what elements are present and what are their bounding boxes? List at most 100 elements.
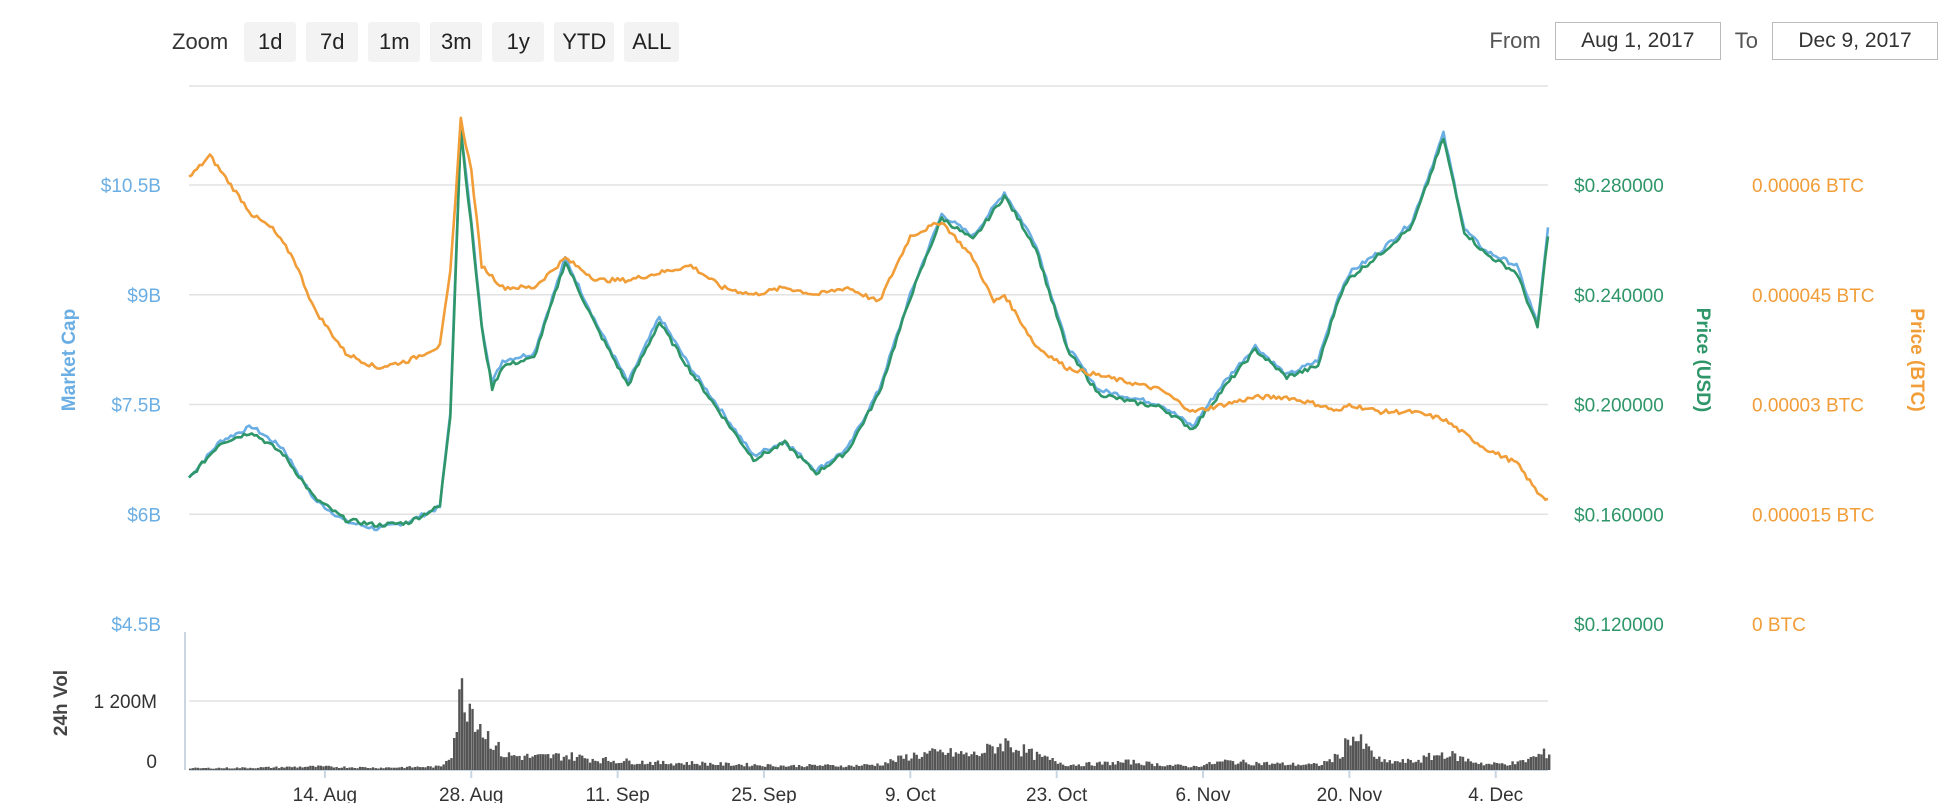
market-cap-tick-label: $7.5B (111, 396, 161, 417)
volume-bar (531, 756, 534, 770)
volume-bar (1396, 761, 1399, 770)
volume-bar (1122, 762, 1125, 770)
volume-bar (745, 762, 749, 770)
zoom-7d-button[interactable]: 7d (306, 22, 359, 62)
volume-bar (568, 759, 571, 770)
volume-bar (894, 762, 897, 770)
from-date-input[interactable] (1554, 22, 1721, 60)
volume-bar (1213, 763, 1216, 770)
volume-bar (1367, 746, 1371, 770)
volume-bar (1487, 763, 1491, 770)
volume-bar (1393, 761, 1397, 770)
volume-bar (1519, 760, 1522, 770)
volume-bar (1534, 756, 1538, 770)
volume-bar (408, 766, 411, 770)
volume-bar (777, 767, 780, 770)
volume-bar (1271, 763, 1274, 770)
volume-bar (345, 768, 349, 770)
volume-bar (1527, 758, 1530, 770)
volume-bar (750, 765, 754, 770)
volume-bar (912, 752, 916, 770)
volume-bar (800, 766, 803, 770)
volume-bar (1161, 766, 1164, 770)
volume-bar (223, 768, 226, 770)
volume-bar (884, 762, 887, 770)
volume-bar (1383, 759, 1386, 770)
volume-bar (1304, 764, 1308, 770)
zoom-3m-button[interactable]: 3m (430, 22, 483, 62)
volume-bar (1542, 748, 1546, 770)
volume-bar (790, 765, 793, 770)
volume-bar (400, 766, 404, 770)
zoom-1m-button[interactable]: 1m (368, 22, 421, 62)
volume-bar (251, 768, 255, 770)
volume-bar (1278, 763, 1282, 770)
volume-bar (1320, 765, 1323, 770)
volume-bar (1182, 765, 1185, 770)
volume-bar (980, 753, 984, 770)
volume-bar (1375, 758, 1378, 770)
volume-bar (1451, 751, 1454, 770)
volume-bar (628, 760, 631, 770)
to-date-input[interactable] (1772, 22, 1938, 60)
volume-bar (1158, 765, 1161, 770)
price-usd-tick-label: $0.160000 (1574, 505, 1664, 526)
zoom-1d-button[interactable]: 1d (244, 22, 297, 62)
x-tick-label: 25. Sep (731, 785, 797, 803)
volume-bar (680, 763, 683, 770)
volume-bar (1328, 759, 1331, 770)
volume-bar (1140, 764, 1143, 770)
volume-bar (1433, 755, 1436, 770)
volume-bar (845, 766, 848, 770)
volume-bar (421, 767, 424, 770)
volume-bar (1399, 762, 1402, 770)
volume-bar (824, 764, 827, 770)
volume-bar (1297, 764, 1300, 770)
volume-bar (202, 768, 205, 770)
volume-bar (659, 764, 662, 770)
volume-bar (466, 721, 469, 770)
volume-bar (296, 767, 299, 770)
volume-bar (899, 755, 903, 770)
volume-bar (437, 765, 440, 770)
volume-bar (515, 756, 519, 770)
zoom-ytd-button[interactable]: YTD (554, 22, 615, 62)
volume-bar (685, 762, 688, 770)
volume-bar (1169, 764, 1172, 770)
zoom-all-button[interactable]: ALL (624, 22, 680, 62)
volume-bar (1276, 762, 1279, 770)
volume-bar (850, 765, 853, 770)
volume-bar (1048, 759, 1052, 770)
volume-axis-title: 24h Vol (51, 670, 72, 736)
volume-bar (220, 768, 223, 770)
volume-bar (1119, 762, 1122, 770)
volume-bar (1210, 764, 1214, 770)
volume-bar (609, 762, 613, 770)
volume-bar (735, 764, 738, 770)
volume-bar (630, 764, 634, 770)
x-tick-label: 23. Oct (1026, 785, 1088, 803)
volume-bar (510, 755, 513, 770)
volume-bar (1223, 759, 1227, 770)
zoom-1y-button[interactable]: 1y (492, 22, 545, 62)
volume-bar (217, 767, 221, 770)
volume-bar (534, 755, 537, 770)
volume-bar (902, 758, 905, 770)
volume-bar (863, 764, 866, 770)
volume-bar (502, 757, 505, 770)
volume-bar (241, 767, 244, 770)
volume-bar (228, 768, 231, 770)
volume-bar (1365, 743, 1368, 770)
volume-bar (453, 738, 456, 770)
volume-bar (1014, 749, 1018, 770)
volume-bar (290, 767, 294, 770)
volume-bar (450, 758, 453, 770)
volume-bar (1404, 762, 1407, 770)
volume-bar (957, 753, 960, 770)
volume-bar (1315, 763, 1318, 770)
volume-bar (1129, 764, 1133, 770)
volume-bar (879, 765, 882, 770)
volume-bar (782, 765, 785, 770)
volume-bar (1093, 765, 1096, 770)
